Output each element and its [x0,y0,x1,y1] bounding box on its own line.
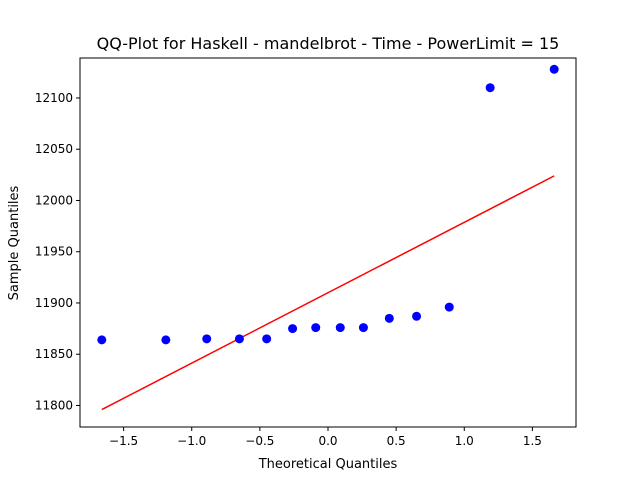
sample-point [97,335,107,345]
sample-point [262,334,272,344]
data-marks [97,64,559,411]
sample-point [358,323,368,333]
sample-point [335,323,345,333]
x-tick-label: −1.0 [177,434,206,448]
sample-point [384,313,394,323]
y-tick-label: 12100 [35,91,73,105]
sample-point [549,64,559,74]
plot-area [79,57,577,428]
x-tick-label: 1.5 [523,434,542,448]
y-tick-label: 12000 [35,193,73,207]
y-tick-label: 11800 [35,398,73,412]
sample-point [234,334,244,344]
sample-point [288,324,298,334]
x-axis: −1.5 −1.0 −0.5 0.0 0.5 1.0 1.5 [109,427,542,448]
y-tick-label: 11850 [35,347,73,361]
x-tick-label: 0.5 [387,434,406,448]
x-tick-label: −1.5 [109,434,138,448]
sample-point [444,302,454,312]
y-tick-label: 11900 [35,296,73,310]
y-tick-label: 12050 [35,142,73,156]
sample-point [485,83,495,93]
x-axis-label: Theoretical Quantiles [258,457,398,472]
x-tick-label: 0.0 [318,434,337,448]
sample-point [412,311,422,321]
chart-title: QQ-Plot for Haskell - mandelbrot - Time … [97,34,560,53]
sample-point [202,334,212,344]
y-axis-label: Sample Quantiles [7,185,22,300]
sample-point [311,323,321,333]
reference-line [101,175,555,411]
y-axis: 11800 11850 11900 11950 12000 12050 12100 [35,91,80,412]
y-tick-label: 11950 [35,245,73,259]
sample-point [161,335,171,345]
x-tick-label: −0.5 [245,434,274,448]
x-tick-label: 1.0 [455,434,474,448]
